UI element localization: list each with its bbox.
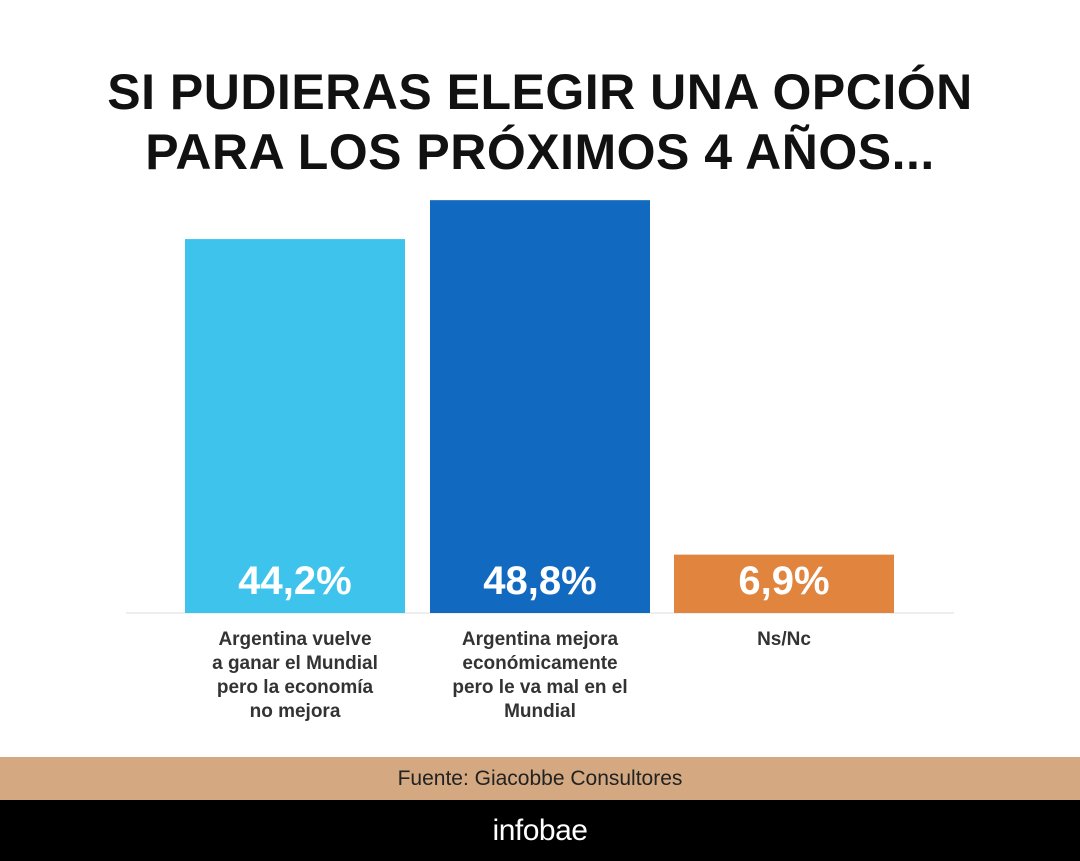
category-label-1-line-3: pero la economía [217,677,374,698]
chart-title: SI PUDIERAS ELEGIR UNA OPCIÓN PARA LOS P… [40,62,1040,182]
bar-chart: 44,2% 48,8% 6,9% Argentina vuelve a ganar e… [126,200,954,722]
infobae-logo: infobae [492,813,588,847]
category-label-2-line-1: Argentina mejora [462,629,619,650]
category-labels-group: Argentina vuelve a ganar el Mundial pero l… [212,629,811,722]
bar-2 [430,200,650,614]
category-label-1-line-2: a ganar el Mundial [212,653,378,674]
value-label-2: 48,8% [483,559,596,603]
bars-group: 44,2% 48,8% 6,9% [185,200,894,614]
source-bar: Fuente: Giacobbe Consultores [0,757,1080,800]
bar-3 [674,554,894,613]
category-label-1: Argentina vuelve a ganar el Mundial pero l… [212,629,378,722]
category-label-3-line-1: Ns/Nc [757,629,811,650]
category-label-2-line-2: económicamente [462,653,617,674]
category-label-2-line-3: pero le va mal en el [452,677,627,698]
value-label-3: 6,9% [738,559,829,603]
chart-title-line-1: SI PUDIERAS ELEGIR UNA OPCIÓN [107,64,973,120]
category-label-2-line-4: Mundial [504,701,576,722]
bar-1 [185,239,405,613]
category-label-2: Argentina mejora económicamente pero le va… [452,629,627,722]
chart-title-line-2: PARA LOS PRÓXIMOS 4 AÑOS... [145,124,935,180]
source-text: Fuente: Giacobbe Consultores [397,766,683,790]
category-label-3: Ns/Nc [757,629,811,650]
value-label-1: 44,2% [238,559,351,603]
category-label-1-line-4: no mejora [250,701,341,722]
footer-bar: infobae [0,800,1080,861]
category-label-1-line-1: Argentina vuelve [218,629,371,650]
